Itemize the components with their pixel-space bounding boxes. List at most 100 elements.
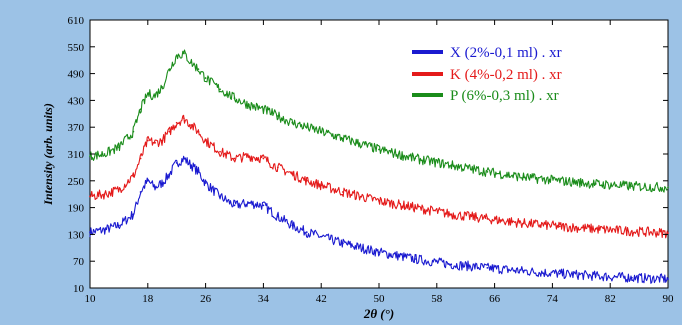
series-x-point [558, 272, 561, 275]
series-x-point [132, 213, 135, 216]
series-p-point [276, 115, 279, 117]
series-x-point [168, 173, 171, 176]
series-x-point [197, 170, 200, 173]
series-k-point [146, 139, 149, 142]
x-tick-label: 66 [489, 293, 501, 305]
series-k-point [320, 184, 323, 187]
series-k-point [522, 222, 525, 225]
series-k-point [183, 117, 185, 120]
y-tick-label: 370 [68, 122, 85, 134]
series-k-point [262, 157, 265, 160]
x-tick-label: 10 [85, 293, 97, 305]
series-k-point [139, 157, 142, 160]
series-p-point [132, 130, 135, 133]
series-p-line [89, 49, 668, 193]
series-k-point [630, 230, 633, 233]
series-p-point [262, 108, 265, 111]
series-p-point [168, 68, 171, 71]
plot-area [89, 19, 669, 289]
axes-layer: 10 18 26 34 42 50 58 66 74 82 90 10 70 130 190 250 310 37… [68, 15, 675, 305]
series-p-point [450, 164, 453, 167]
series-k-point [486, 217, 489, 220]
series-p-point [522, 176, 525, 179]
series-x-point [248, 202, 250, 205]
series-p-point [103, 153, 106, 155]
series-p-point [486, 170, 489, 173]
series-x-point [291, 224, 294, 227]
series-p-point [154, 95, 156, 97]
series-x-point [450, 263, 453, 266]
series-x-point [414, 258, 417, 260]
series-p-point [594, 183, 597, 185]
series-k-point [168, 130, 171, 133]
series-k-point [291, 173, 294, 176]
series-x-line [89, 155, 668, 284]
series-k-point [154, 141, 156, 144]
series-k-point [190, 124, 193, 126]
series-p-point [320, 130, 323, 133]
series-x-point [103, 229, 106, 231]
series-x-point [204, 182, 207, 184]
series-p-point [118, 146, 120, 149]
series-x-point [175, 162, 178, 164]
series-k-point [414, 206, 417, 209]
series-k-point [132, 175, 135, 178]
series-p-point [219, 88, 221, 91]
x-tick-label: 42 [316, 293, 327, 305]
series-x-point [154, 186, 156, 189]
series-k-point [450, 213, 453, 216]
series-x-point [118, 224, 120, 227]
series-p-point [190, 61, 193, 64]
series-k-point [667, 232, 669, 234]
y-tick-label: 190 [68, 203, 85, 215]
series-p-point [146, 92, 149, 95]
legend-label-p: P (6%-0,3 ml) . xr [450, 88, 559, 104]
series-p-point [341, 137, 344, 140]
y-tick-label: 550 [68, 42, 85, 54]
series-p-point [161, 86, 164, 88]
series-k-point [175, 121, 178, 124]
series-x-point [89, 231, 91, 234]
series-k-point [558, 225, 561, 228]
series-x-point [276, 215, 279, 218]
series-p-point [291, 121, 294, 124]
series-x-point [233, 204, 236, 207]
x-tick-label: 26 [200, 293, 212, 305]
series-k-point [305, 179, 308, 182]
series-p-point [667, 186, 669, 189]
series-x-point [161, 182, 164, 184]
series-k-point [378, 200, 380, 202]
series-p-point [175, 54, 178, 57]
series-p-point [630, 185, 633, 188]
y-tick-label: 130 [68, 229, 85, 241]
series-x-point [341, 242, 344, 245]
series-k-point [276, 166, 279, 169]
y-tick-label: 430 [68, 95, 85, 107]
series-x-point [139, 191, 142, 193]
x-tick-label: 58 [431, 293, 443, 305]
series-x-point [486, 267, 489, 269]
y-axis-label: Intensity (arb. units) [41, 103, 55, 206]
series-x-point [630, 276, 633, 279]
series-k-point [233, 157, 236, 160]
series-p-point [305, 126, 308, 129]
series-k-point [341, 191, 344, 193]
series-k-point [118, 188, 120, 191]
series-x-point [262, 204, 265, 207]
x-axis-label: 2θ (°) [363, 306, 394, 321]
series-k-point [103, 193, 106, 196]
series-p-point [197, 68, 200, 71]
y-tick-label: 10 [73, 283, 85, 295]
y-tick-label: 250 [68, 176, 85, 188]
series-p-point [139, 108, 142, 111]
series-k-point [204, 139, 207, 142]
series-k-point [248, 155, 250, 158]
series-x-point [219, 195, 221, 198]
series-p-point [414, 157, 417, 160]
series-k-line [89, 114, 668, 239]
series-p-point [378, 148, 380, 151]
series-x-point [190, 164, 193, 167]
x-tick-label: 18 [142, 293, 154, 305]
